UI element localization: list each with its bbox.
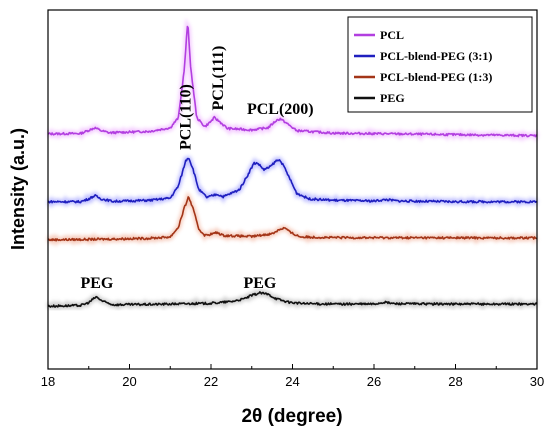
series-line — [47, 291, 538, 308]
legend-label: PCL-blend-PEG (1:3) — [380, 70, 492, 84]
peak-label: PEG — [243, 275, 276, 292]
peak-label: PCL(111) — [210, 46, 227, 111]
peak-annotations: PCL(110) PCL(111) PCL(200) PEG PEG — [80, 46, 313, 293]
series-line — [47, 157, 538, 204]
peak-label: PEG — [80, 275, 113, 292]
series-line — [47, 196, 538, 242]
peak-label: PCL(110) — [178, 84, 195, 150]
series-layer — [46, 17, 540, 311]
peak-label: PCL(200) — [247, 101, 314, 118]
series-glow — [46, 155, 539, 209]
y-axis-title: Intensity (a.u.) — [8, 128, 28, 250]
x-axis-ticks: 18 20 22 24 26 28 30 — [41, 364, 544, 389]
x-tick-label: 18 — [41, 374, 55, 389]
series-line — [47, 25, 538, 138]
x-tick-label: 22 — [204, 374, 218, 389]
x-tick-label: 30 — [530, 374, 544, 389]
x-tick-label: 26 — [367, 374, 381, 389]
x-axis-title: 2θ (degree) — [241, 406, 342, 427]
x-tick-label: 24 — [285, 374, 299, 389]
legend: PCL PCL-blend-PEG (3:1) PCL-blend-PEG (1:3… — [347, 16, 533, 113]
x-tick-label: 20 — [122, 374, 136, 389]
legend-items: PCL PCL-blend-PEG (3:1) PCL-blend-PEG (1:3… — [354, 28, 492, 105]
legend-box — [347, 16, 533, 113]
legend-label: PEG — [380, 91, 405, 105]
legend-label: PCL — [380, 28, 404, 42]
legend-label: PCL-blend-PEG (3:1) — [380, 49, 492, 63]
x-tick-label: 28 — [448, 374, 462, 389]
